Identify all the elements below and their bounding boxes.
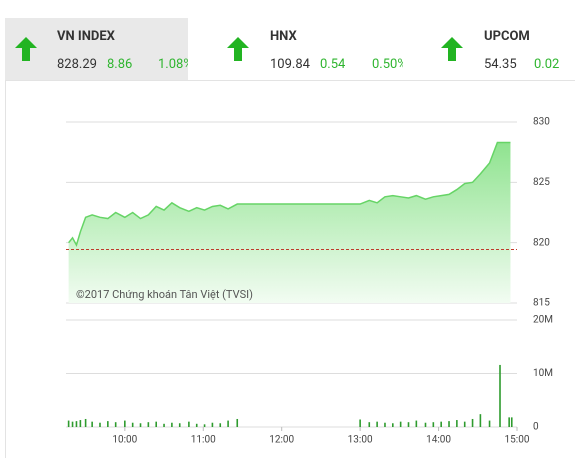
volume-bar: [415, 420, 418, 427]
volume-bar: [171, 422, 173, 427]
volume-bar: [384, 422, 386, 427]
index-percent: 0.50%: [372, 57, 403, 72]
index-value: 54.35: [484, 57, 517, 72]
volume-bar: [84, 418, 87, 427]
volume-bar: [227, 420, 229, 427]
index-tile[interactable]: VN INDEX 828.29 8.86 1.08%: [5, 18, 188, 80]
price-line: [68, 141, 511, 248]
volume-bar: [510, 417, 513, 427]
index-tile[interactable]: UPCOM 54.35 0.02: [432, 18, 575, 80]
volume-bar: [163, 423, 165, 427]
volume-bar: [432, 422, 435, 427]
volume-bar: [399, 421, 402, 427]
volume-bar: [203, 424, 206, 427]
volume-bar: [147, 422, 150, 427]
volume-bar: [99, 422, 101, 427]
up-arrow: [15, 37, 37, 61]
x-tick-label: 11:00: [191, 435, 216, 446]
index-percent: 1.08%: [158, 57, 188, 72]
volume-bar: [407, 422, 410, 427]
index-change: 0.54: [320, 57, 346, 72]
volume-bar: [424, 422, 427, 427]
volume-bar: [376, 421, 378, 427]
volume-bar: [440, 421, 442, 427]
index-name: VN INDEX: [57, 29, 115, 44]
y-tick-label: 20M: [533, 315, 553, 326]
volume-bar: [456, 420, 458, 427]
volume-bar: [139, 423, 142, 427]
x-tick-label: 10:00: [112, 435, 137, 446]
x-tick-label: 14:00: [426, 435, 451, 446]
volume-bar: [448, 421, 450, 427]
up-arrow: [227, 37, 249, 61]
volume-bar: [79, 420, 82, 427]
volume-bar: [359, 419, 361, 427]
index-name: HNX: [270, 29, 297, 44]
volume-bar: [155, 421, 157, 427]
volume-bar: [236, 418, 239, 427]
y-tick-label: 830: [533, 117, 550, 128]
y-tick-label: 815: [533, 298, 550, 309]
index-name: UPCOM: [484, 29, 530, 44]
index-value: 109.84: [270, 57, 310, 72]
index-tile[interactable]: HNX 109.84 0.54 0.50%: [218, 18, 403, 80]
volume-bar: [479, 414, 482, 427]
y-tick-label: 825: [533, 177, 550, 188]
volume-bar: [488, 420, 491, 427]
index-change: 0.02: [534, 57, 560, 72]
area-fill: [68, 142, 511, 303]
volume-bar: [211, 422, 214, 427]
volume-bar: [71, 421, 74, 427]
index-change: 8.86: [107, 57, 133, 72]
x-tick-label: 15:00: [505, 435, 530, 446]
volume-bar: [178, 423, 181, 427]
y-tick-label: 0: [533, 422, 539, 433]
chart-panel: [5, 80, 575, 458]
volume-bar: [188, 421, 190, 427]
volume-bar: [114, 422, 117, 427]
volume-bar: [195, 423, 198, 427]
volume-bar: [499, 364, 501, 427]
volume-bar: [124, 420, 126, 427]
volume-bar: [508, 417, 510, 427]
index-value: 828.29: [57, 57, 97, 72]
y-tick-label: 820: [533, 237, 550, 248]
volume-bar: [75, 421, 78, 427]
volume-bar: [67, 420, 70, 427]
volume-bar: [368, 422, 371, 427]
y-tick-label: 10M: [533, 368, 553, 379]
volume-bar: [392, 423, 394, 427]
x-tick-label: 12:00: [269, 435, 294, 446]
volume-bar: [107, 421, 109, 427]
volume-bar: [91, 421, 93, 427]
x-tick-label: 13:00: [348, 435, 373, 446]
volume-bar: [471, 418, 474, 427]
up-arrow: [441, 37, 463, 61]
volume-bar: [463, 421, 466, 427]
volume-bar: [219, 423, 222, 427]
volume-bar: [131, 422, 134, 427]
watermark: ©2017 Chứng khoán Tân Việt (TVSI): [76, 288, 253, 301]
